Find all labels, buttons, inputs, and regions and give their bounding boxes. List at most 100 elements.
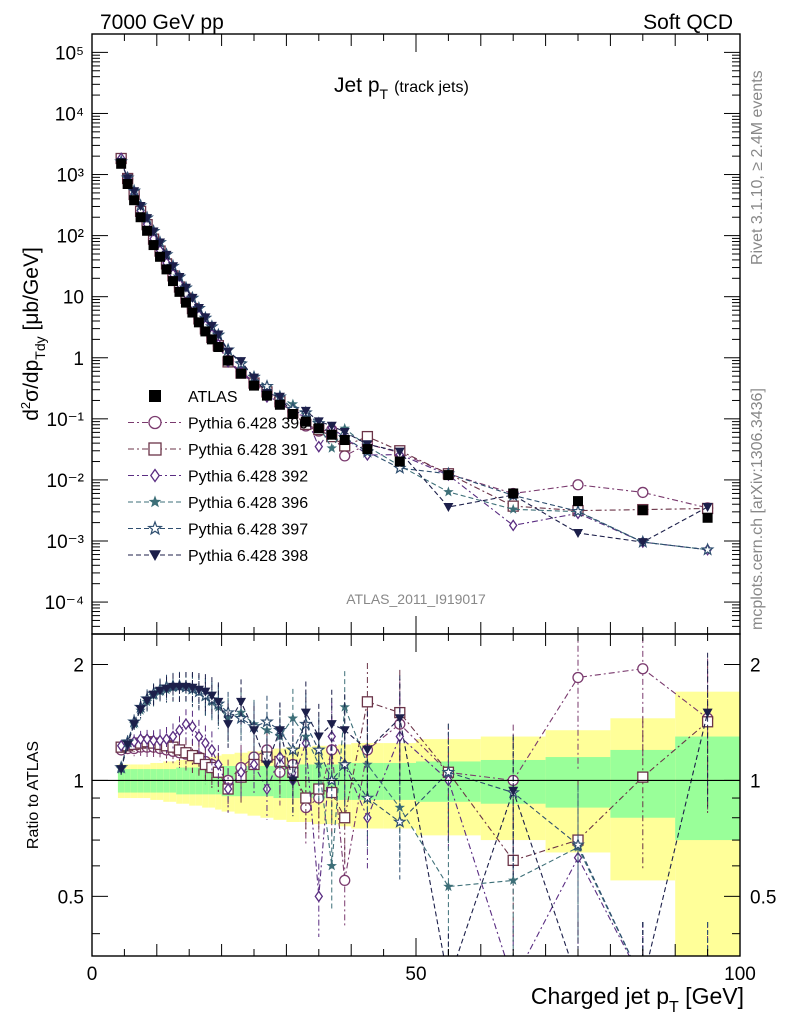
ratio-y-axis-label: Ratio to ATLAS — [25, 741, 42, 849]
data-point — [394, 456, 405, 467]
data-point — [443, 470, 454, 481]
legend-entry-label: Pythia 6.428 396 — [188, 495, 308, 512]
data-point — [168, 682, 178, 692]
data-point — [443, 881, 454, 892]
data-point — [129, 720, 140, 730]
data-point — [206, 334, 217, 345]
data-point — [187, 307, 198, 318]
data-point — [150, 468, 160, 483]
data-point — [223, 355, 234, 366]
data-point — [249, 380, 259, 391]
data-point — [314, 890, 324, 903]
ratio-y-tick-label-right: 1 — [750, 771, 761, 792]
data-point — [155, 734, 165, 747]
data-point — [148, 495, 162, 508]
data-point — [300, 416, 311, 427]
mcplots-label: mcplots.cern.ch [arXiv:1306.3436] — [749, 388, 766, 630]
data-point — [326, 421, 337, 431]
data-point — [313, 417, 324, 427]
legend: ATLAS Pythia 6.428 390 Pythia 6.428 391 Pyt… — [128, 389, 308, 565]
data-point — [287, 712, 299, 723]
data-point — [260, 379, 274, 393]
data-point — [148, 690, 159, 700]
series-line — [120, 161, 708, 551]
data-point — [274, 399, 285, 410]
data-point — [206, 321, 217, 331]
data-point — [161, 264, 172, 275]
ratio-panel-series — [114, 634, 714, 956]
main-y-tick-label: 10² — [57, 227, 84, 248]
data-point — [223, 347, 234, 357]
data-point — [149, 390, 161, 402]
data-point — [394, 714, 405, 724]
data-point — [193, 317, 204, 328]
data-point — [300, 708, 311, 718]
data-point — [149, 734, 158, 747]
legend-entry-label: Pythia 6.428 392 — [188, 469, 308, 486]
data-point — [223, 720, 234, 730]
data-point — [116, 765, 127, 775]
data-point — [702, 512, 713, 523]
legend-entry-label: Pythia 6.428 398 — [188, 548, 308, 565]
data-point — [129, 187, 140, 197]
data-point — [136, 732, 145, 746]
data-point — [200, 687, 211, 697]
main-y-tick-label: 10⁵ — [55, 43, 84, 64]
x-tick-label: 100 — [724, 964, 756, 985]
data-point — [142, 225, 153, 236]
rivet-label: Rivet 3.1.10, ≥ 2.4M events — [749, 70, 766, 265]
data-point — [193, 303, 204, 313]
data-point — [214, 758, 223, 771]
data-point — [168, 730, 178, 743]
data-point — [116, 739, 126, 752]
data-point — [147, 520, 163, 536]
data-point — [339, 812, 351, 824]
data-point — [122, 178, 133, 189]
data-point — [213, 330, 224, 340]
data-point — [162, 732, 171, 746]
data-point — [236, 368, 247, 379]
main-y-tick-label: 10³ — [57, 166, 84, 187]
data-point — [200, 326, 211, 337]
data-point — [122, 174, 133, 184]
data-point — [637, 538, 648, 548]
legend-entry-label: Pythia 6.428 391 — [188, 442, 308, 459]
data-point — [702, 708, 713, 718]
data-point — [573, 496, 583, 507]
data-point — [313, 732, 324, 742]
data-point — [142, 696, 153, 706]
data-point — [572, 671, 584, 684]
data-point — [300, 406, 311, 416]
data-point — [326, 429, 337, 440]
data-point — [155, 251, 166, 262]
ratio-y-tick-label: 0.5 — [58, 887, 84, 908]
data-point — [148, 240, 159, 251]
data-point — [339, 435, 350, 446]
data-point — [287, 409, 298, 420]
data-point — [339, 428, 350, 438]
data-point — [326, 442, 337, 453]
x-tick-label: 0 — [87, 964, 98, 985]
data-point — [361, 696, 374, 708]
main-y-tick-label: 10⁻¹ — [47, 410, 85, 431]
data-point — [571, 837, 585, 851]
data-point — [236, 766, 246, 779]
ratio-y-tick-label: 1 — [73, 771, 84, 792]
data-point — [314, 440, 324, 453]
data-point — [161, 684, 172, 694]
data-point — [443, 503, 454, 513]
data-point — [326, 860, 337, 871]
legend-entry-label: Pythia 6.428 390 — [188, 416, 308, 433]
series-line — [120, 161, 708, 551]
data-point — [174, 286, 185, 297]
data-point — [274, 392, 285, 402]
x-tick-label: 50 — [405, 964, 426, 985]
axis-ticks — [91, 34, 741, 956]
data-point — [261, 760, 272, 770]
axis-tick-labels: 10⁻⁴ 10⁻³ 10⁻² 10⁻¹ 1 10 10² 10³ 10⁴ 10⁵ 0.5 0.5 1 1 2… — [45, 43, 777, 985]
data-point — [180, 283, 191, 293]
data-point — [122, 740, 133, 750]
data-point — [700, 542, 715, 556]
main-y-tick-label: 10⁴ — [55, 104, 84, 125]
